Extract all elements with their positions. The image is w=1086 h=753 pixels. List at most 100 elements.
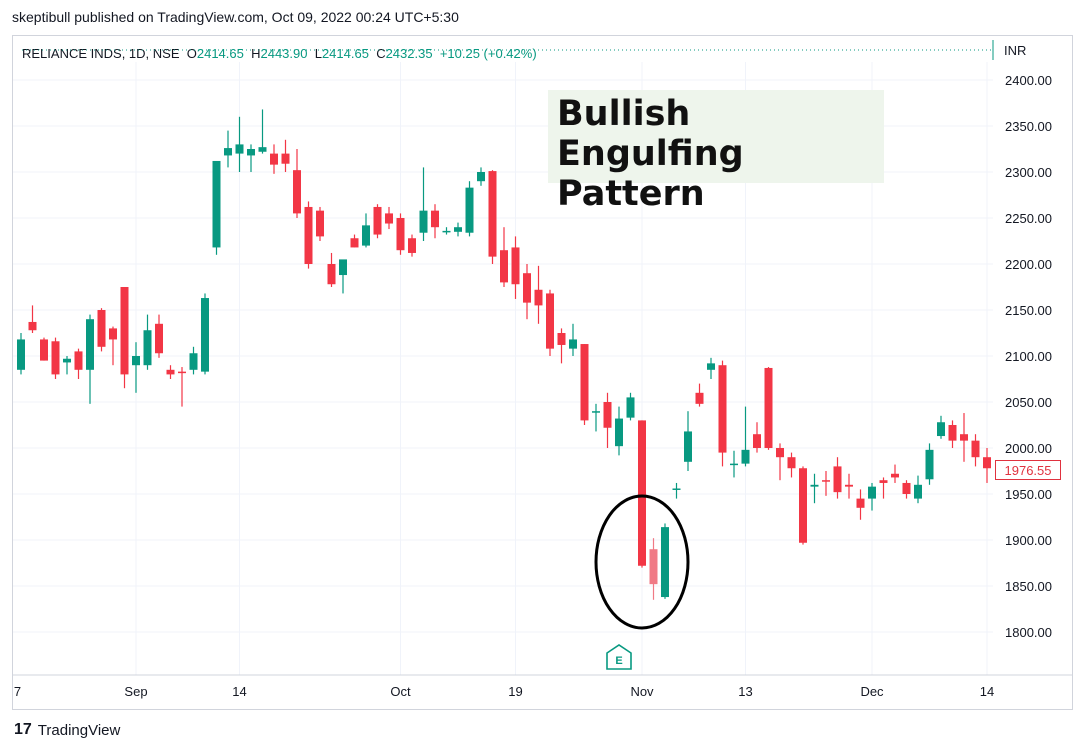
candle[interactable] bbox=[580, 344, 589, 425]
candle-body bbox=[178, 371, 186, 374]
candle[interactable] bbox=[201, 293, 209, 375]
candle[interactable] bbox=[971, 434, 980, 467]
candle[interactable] bbox=[753, 422, 761, 453]
candle[interactable] bbox=[776, 443, 784, 481]
candle[interactable] bbox=[730, 450, 738, 478]
candle[interactable] bbox=[155, 314, 163, 358]
candle[interactable] bbox=[86, 314, 94, 404]
candle[interactable] bbox=[477, 167, 485, 186]
candle[interactable] bbox=[500, 227, 508, 287]
candle[interactable] bbox=[523, 264, 531, 320]
candle[interactable] bbox=[799, 466, 807, 545]
candle-body bbox=[373, 206, 382, 235]
candle[interactable] bbox=[879, 477, 888, 499]
candle[interactable] bbox=[17, 333, 25, 375]
candle[interactable] bbox=[741, 406, 750, 467]
candle[interactable] bbox=[948, 420, 957, 448]
candle[interactable] bbox=[960, 413, 968, 462]
candle[interactable] bbox=[442, 227, 451, 235]
candle[interactable] bbox=[787, 452, 796, 478]
candle[interactable] bbox=[396, 213, 405, 255]
candle-body bbox=[431, 210, 439, 228]
candle[interactable] bbox=[465, 181, 474, 237]
candle[interactable] bbox=[304, 201, 313, 269]
candle[interactable] bbox=[534, 265, 543, 324]
candle-body bbox=[63, 358, 71, 363]
candle[interactable] bbox=[569, 323, 577, 356]
candle[interactable] bbox=[592, 403, 600, 432]
candle[interactable] bbox=[764, 367, 773, 450]
candle[interactable] bbox=[132, 342, 140, 393]
candle[interactable] bbox=[937, 415, 945, 439]
candle[interactable] bbox=[626, 392, 635, 421]
candle[interactable] bbox=[431, 204, 439, 239]
candle[interactable] bbox=[178, 367, 186, 407]
candle[interactable] bbox=[695, 383, 704, 407]
candle-body bbox=[925, 449, 934, 480]
candle[interactable] bbox=[120, 287, 129, 389]
candle[interactable] bbox=[408, 234, 416, 257]
y-tick-label: 1800.00 bbox=[1005, 625, 1052, 640]
brand[interactable]: 17 TradingView bbox=[14, 721, 120, 739]
currency-label[interactable]: INR bbox=[1004, 43, 1027, 58]
candle[interactable] bbox=[822, 471, 830, 496]
candle[interactable] bbox=[454, 222, 462, 237]
candle[interactable] bbox=[143, 314, 152, 370]
x-tick-label: 14 bbox=[232, 684, 246, 699]
last-price-tag: 1976.55 bbox=[995, 460, 1061, 480]
candle[interactable] bbox=[258, 109, 267, 154]
candle[interactable] bbox=[856, 489, 865, 520]
candle[interactable] bbox=[235, 116, 244, 172]
candle[interactable] bbox=[373, 204, 382, 239]
candle[interactable] bbox=[718, 360, 727, 467]
candles bbox=[17, 109, 991, 600]
candle[interactable] bbox=[684, 411, 692, 471]
candle[interactable] bbox=[362, 213, 370, 248]
candle[interactable] bbox=[546, 289, 554, 356]
candle[interactable] bbox=[707, 357, 715, 379]
candle[interactable] bbox=[983, 448, 991, 483]
candle[interactable] bbox=[166, 365, 175, 379]
candle[interactable] bbox=[350, 234, 359, 248]
candle[interactable] bbox=[661, 523, 669, 599]
candle[interactable] bbox=[810, 473, 819, 504]
candle[interactable] bbox=[845, 473, 853, 499]
candle[interactable] bbox=[293, 149, 301, 218]
candle[interactable] bbox=[40, 337, 48, 361]
candle[interactable] bbox=[649, 538, 658, 600]
candle[interactable] bbox=[189, 346, 198, 375]
candle[interactable] bbox=[868, 482, 876, 511]
candle[interactable] bbox=[638, 420, 646, 568]
candle[interactable] bbox=[419, 167, 428, 241]
candle[interactable] bbox=[672, 482, 681, 499]
candle[interactable] bbox=[63, 356, 71, 375]
candle[interactable] bbox=[281, 139, 290, 172]
candle[interactable] bbox=[891, 464, 899, 483]
candle[interactable] bbox=[925, 443, 934, 485]
candle[interactable] bbox=[109, 326, 117, 366]
candle[interactable] bbox=[902, 480, 911, 499]
candle[interactable] bbox=[97, 308, 106, 352]
candle[interactable] bbox=[557, 328, 566, 364]
earnings-marker[interactable]: E bbox=[606, 644, 632, 670]
candle[interactable] bbox=[316, 206, 324, 241]
candle[interactable] bbox=[270, 144, 278, 174]
candle-body bbox=[270, 153, 278, 165]
candle[interactable] bbox=[74, 348, 83, 379]
candle[interactable] bbox=[833, 457, 842, 499]
candle[interactable] bbox=[212, 160, 221, 255]
candle[interactable] bbox=[488, 170, 497, 264]
candle[interactable] bbox=[615, 406, 623, 456]
x-tick-label: Nov bbox=[630, 684, 654, 699]
candle[interactable] bbox=[603, 392, 612, 448]
candle[interactable] bbox=[28, 305, 37, 333]
candle[interactable] bbox=[224, 130, 232, 168]
candle[interactable] bbox=[247, 144, 255, 172]
candle[interactable] bbox=[339, 259, 347, 294]
candle[interactable] bbox=[51, 337, 60, 379]
candle[interactable] bbox=[327, 252, 336, 287]
candle[interactable] bbox=[914, 475, 922, 504]
candle[interactable] bbox=[511, 236, 520, 299]
candle[interactable] bbox=[385, 206, 393, 230]
